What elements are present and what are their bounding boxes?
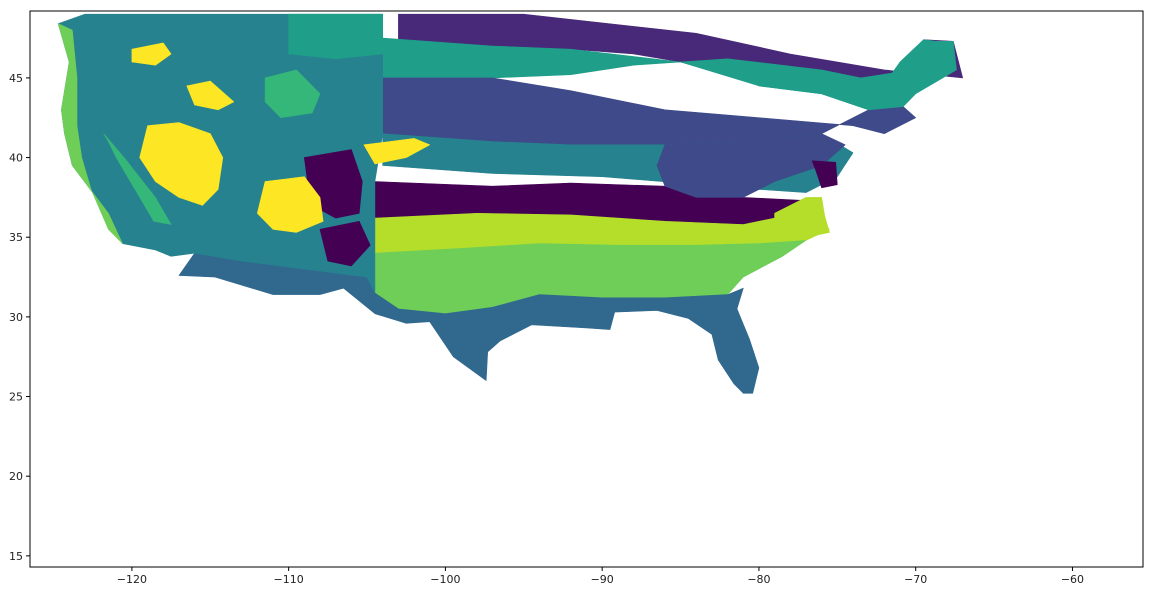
region-gulf-band (178, 252, 760, 394)
region-idaho-yellow (186, 80, 235, 111)
region-coastal-lime (774, 197, 830, 238)
region-delmarva-purple (811, 160, 838, 189)
y-tick-label: 35 (9, 231, 23, 244)
x-tick-label: −70 (904, 573, 927, 586)
region-great-basin-yellow (139, 122, 224, 206)
region-montana-teal (288, 13, 384, 60)
plot-frame (29, 10, 1144, 568)
map-regions (57, 13, 964, 394)
region-nm-purple (319, 221, 371, 267)
y-tick-label: 15 (9, 550, 23, 563)
y-tick-label: 40 (9, 152, 23, 165)
y-tick-label: 30 (9, 311, 23, 324)
y-tick-label: 45 (9, 72, 23, 85)
region-plateau-yellow (256, 176, 324, 233)
x-tick-label: −120 (117, 573, 147, 586)
region-front-range-yellow (363, 138, 431, 165)
region-pacific-green (57, 23, 123, 244)
x-tick-label: −90 (591, 573, 614, 586)
x-tick-label: −60 (1061, 573, 1084, 586)
region-appalachian-band (656, 133, 846, 198)
x-tick-label: −80 (747, 573, 770, 586)
y-tick-label: 25 (9, 391, 23, 404)
x-tick-label: −100 (430, 573, 460, 586)
region-oregon-yellow (131, 42, 172, 66)
x-axis: −120 −110 −100 −90 −80 −70 −60 (117, 567, 1084, 586)
y-axis: 15 20 25 30 35 40 45 (9, 72, 30, 563)
region-wyoming-green (264, 69, 321, 118)
region-new-england-band (758, 39, 957, 111)
region-sierra-green (103, 133, 172, 225)
x-tick-label: −110 (274, 573, 304, 586)
y-tick-label: 20 (9, 470, 23, 483)
